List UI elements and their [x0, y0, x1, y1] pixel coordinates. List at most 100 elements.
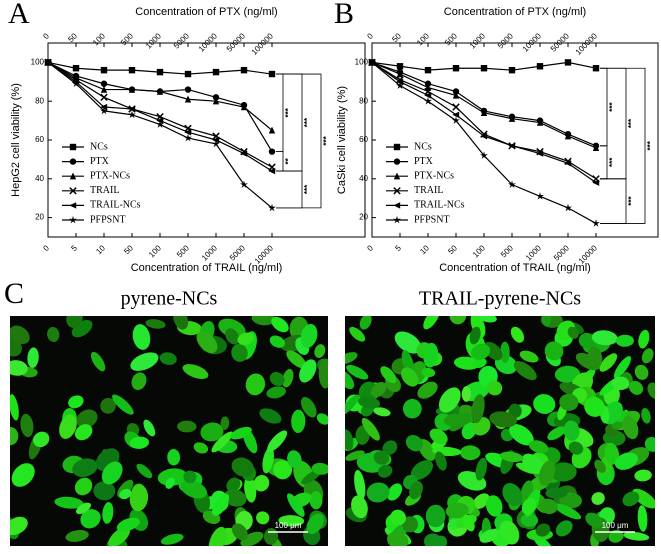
- marker: [592, 179, 600, 186]
- scale-bar-label: 100 μm: [602, 521, 629, 530]
- legend-label: PTX: [90, 156, 110, 167]
- marker: [452, 116, 460, 124]
- cell: [632, 488, 655, 509]
- marker: [393, 202, 401, 209]
- cell: [478, 316, 497, 323]
- marker: [69, 143, 77, 151]
- cell: [244, 476, 257, 503]
- cell: [145, 319, 166, 329]
- cell: [245, 373, 266, 396]
- cell: [211, 431, 233, 453]
- marker: [368, 58, 376, 66]
- significance-bracket: [276, 151, 284, 172]
- cell: [486, 380, 503, 396]
- cell: [423, 342, 439, 368]
- cell: [354, 469, 366, 500]
- cell: [259, 408, 282, 424]
- marker: [564, 132, 572, 140]
- cell: [608, 529, 624, 543]
- marker: [156, 120, 164, 128]
- marker: [268, 148, 276, 155]
- cell: [218, 318, 246, 339]
- cell: [611, 376, 630, 391]
- marker: [452, 65, 460, 72]
- series-line: [47, 61, 273, 209]
- cell: [311, 462, 328, 475]
- cell: [594, 459, 606, 473]
- cell: [614, 452, 638, 470]
- cell: [131, 372, 147, 391]
- significance-bracket: [276, 170, 303, 209]
- cell: [638, 329, 650, 349]
- marker: [69, 215, 77, 224]
- cell: [429, 428, 448, 445]
- cell: [10, 426, 19, 446]
- significance-bracket: [600, 178, 627, 224]
- cell: [401, 516, 419, 533]
- marker: [100, 93, 108, 102]
- cell: [469, 326, 481, 345]
- cell: [10, 516, 28, 536]
- cell: [136, 463, 153, 479]
- x-tick-label: 5: [69, 243, 79, 253]
- cell: [27, 347, 39, 368]
- cell: [349, 326, 366, 342]
- cell: [520, 513, 539, 527]
- cell: [622, 491, 640, 507]
- x-tick-label: 100: [147, 243, 163, 259]
- x-tick-label: 50: [446, 243, 459, 256]
- marker: [508, 114, 516, 122]
- cell: [394, 331, 422, 354]
- cell: [301, 397, 317, 418]
- cell: [539, 498, 558, 515]
- cell: [287, 450, 302, 469]
- cell: [462, 514, 475, 532]
- marker: [393, 143, 401, 151]
- marker: [69, 172, 77, 180]
- significance-label: ***: [627, 196, 636, 206]
- marker: [212, 97, 220, 105]
- cell: [373, 450, 390, 465]
- cell: [405, 435, 423, 452]
- marker: [100, 103, 108, 111]
- significance-label: ***: [284, 107, 293, 117]
- series-line: [371, 61, 597, 224]
- cell: [273, 460, 293, 480]
- cell: [479, 529, 499, 543]
- cell: [130, 352, 159, 371]
- micrograph: [10, 316, 328, 546]
- top-tick-label: 1000: [144, 31, 163, 50]
- significance-label: **: [284, 157, 293, 164]
- cell: [502, 483, 523, 507]
- cell: [641, 348, 654, 364]
- cell: [269, 372, 285, 387]
- cell: [299, 359, 317, 383]
- top-tick-label: 100000: [250, 31, 276, 57]
- top-tick-label: 500: [443, 31, 459, 47]
- cell: [159, 352, 177, 365]
- cell: [475, 457, 487, 481]
- top-tick-label: 0: [41, 31, 51, 41]
- cell: [231, 457, 254, 477]
- marker: [452, 103, 460, 111]
- marker: [184, 133, 192, 142]
- cell: [554, 503, 582, 520]
- cell: [634, 469, 652, 482]
- top-axis-title: Concentration of PTX (ng/ml): [444, 6, 586, 18]
- x-tick-label: 1000: [524, 243, 543, 262]
- cell: [400, 367, 419, 387]
- marker: [393, 187, 401, 195]
- marker: [100, 66, 108, 74]
- cell: [129, 484, 149, 512]
- marker: [452, 88, 460, 95]
- cell: [500, 341, 510, 363]
- cell: [409, 481, 423, 500]
- cell: [568, 441, 584, 455]
- x-tick-label: 500: [499, 243, 515, 259]
- cell: [538, 460, 556, 487]
- x-axis-title: Concentration of TRAIL (ng/ml): [439, 262, 591, 274]
- cell: [591, 492, 605, 505]
- cell: [101, 461, 123, 485]
- cell: [225, 328, 240, 345]
